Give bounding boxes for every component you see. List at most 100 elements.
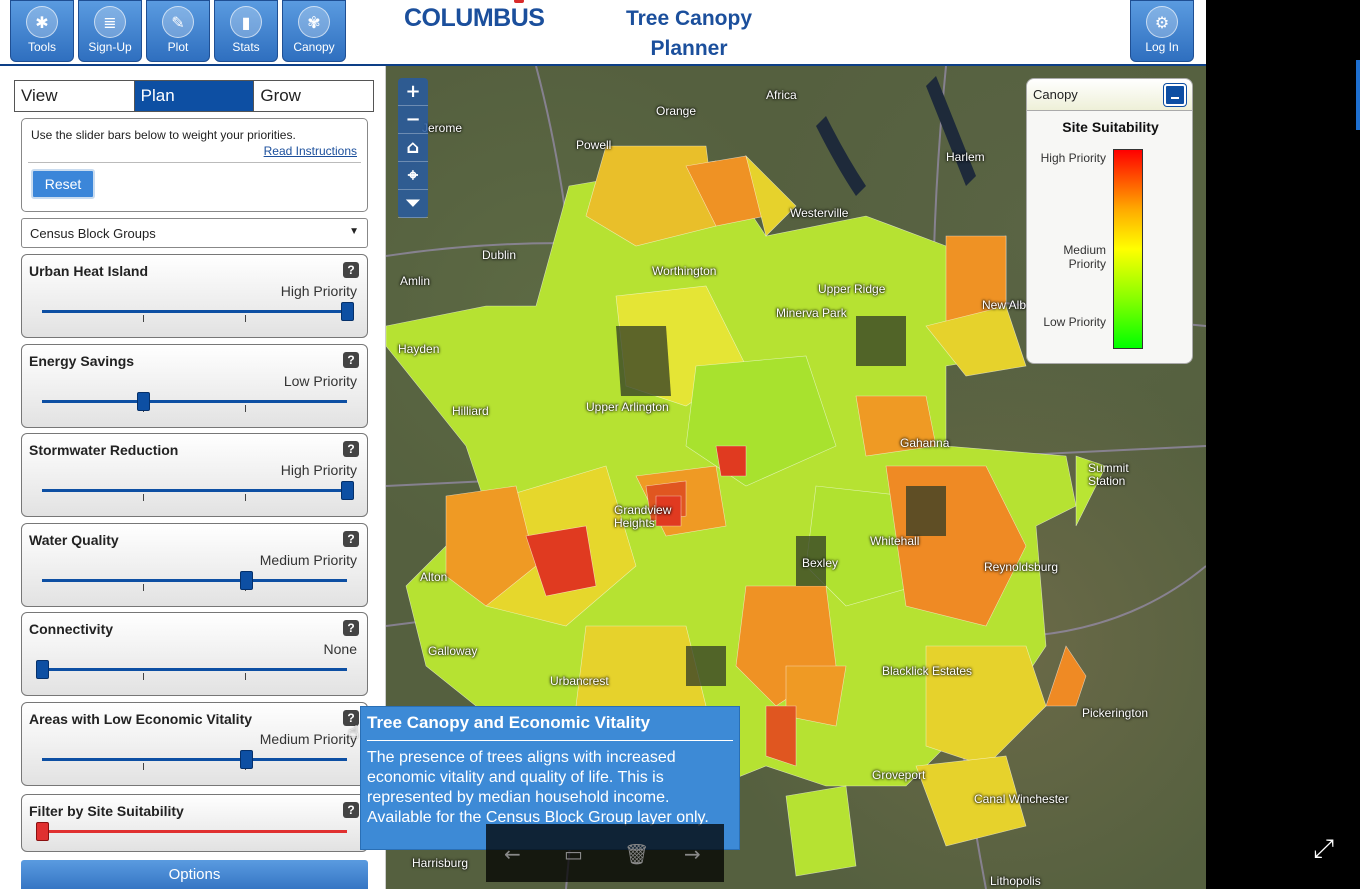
- slider-thumb[interactable]: [36, 660, 49, 679]
- legend-high-label: High Priority: [1040, 151, 1106, 165]
- slider-tick: [245, 494, 246, 501]
- help-icon[interactable]: ?: [343, 352, 359, 368]
- tree-icon: ✾: [298, 6, 330, 38]
- slider-track[interactable]: [42, 310, 347, 313]
- read-instructions-link[interactable]: Read Instructions: [263, 144, 357, 158]
- tab-plan[interactable]: Plan: [134, 81, 255, 111]
- help-icon[interactable]: ?: [343, 531, 359, 547]
- comment-icon[interactable]: ▭: [564, 842, 583, 866]
- legend-medium-label: Medium Priority: [1063, 243, 1106, 271]
- slider-title: Urban Heat Island: [29, 263, 149, 279]
- help-icon[interactable]: ?: [343, 620, 359, 636]
- place-label: Whitehall: [870, 534, 920, 548]
- slider-panel: Connectivity? None: [21, 612, 368, 696]
- legend-title: Canopy: [1033, 87, 1078, 102]
- back-arrow-icon[interactable]: ←: [504, 842, 521, 866]
- filter-track[interactable]: [42, 830, 347, 833]
- instructions-divider: [28, 162, 361, 163]
- layer-select-value: Census Block Groups: [30, 226, 156, 241]
- place-label: Harrisburg: [412, 856, 469, 870]
- help-icon[interactable]: ?: [343, 262, 359, 278]
- place-label: Galloway: [428, 644, 478, 658]
- slider-track[interactable]: [42, 489, 347, 492]
- slider-tick: [143, 315, 144, 322]
- filter-icon[interactable]: ⏷: [398, 190, 428, 218]
- place-label: Hayden: [398, 342, 440, 356]
- logo-part-1: COLUMB: [404, 4, 511, 32]
- slider-tick: [245, 673, 246, 680]
- place-label: Groveport: [872, 768, 926, 782]
- place-label: Jerome: [422, 121, 463, 135]
- slider-thumb[interactable]: [240, 571, 254, 590]
- tools-button[interactable]: ✱ Tools: [10, 0, 74, 62]
- trash-icon[interactable]: 🗑: [624, 842, 650, 866]
- legend-header: Canopy: [1027, 79, 1192, 111]
- filter-title: Filter by Site Suitability: [29, 803, 184, 819]
- layer-select[interactable]: Census Block Groups ▼: [21, 218, 368, 248]
- plot-label: Plot: [167, 40, 189, 54]
- canopy-label: Canopy: [293, 40, 335, 54]
- hand-cursor-icon: ☝: [348, 722, 359, 743]
- tab-bar: View Plan Grow: [14, 80, 374, 112]
- legend-gradient: [1113, 149, 1143, 349]
- map-controls: + − ⌂ ⌖ ⏷: [398, 78, 428, 218]
- stats-button[interactable]: ▮ Stats: [214, 0, 278, 62]
- slider-thumb[interactable]: [136, 392, 150, 411]
- slider-title: Energy Savings: [29, 353, 135, 369]
- priority-label: Medium Priority: [259, 552, 357, 568]
- slider-tick: [143, 584, 144, 591]
- place-label: Summit Station: [1088, 461, 1129, 488]
- log-in-button[interactable]: ⚙ Log In: [1130, 0, 1194, 62]
- slider-track[interactable]: [42, 400, 347, 403]
- slider-tick: [245, 405, 246, 412]
- place-label: Worthington: [652, 264, 717, 278]
- stats-label: Stats: [232, 40, 260, 54]
- clipboard-icon: ≣: [94, 6, 126, 38]
- map[interactable]: Orange Africa Powell Harlem Westerville …: [386, 66, 1206, 889]
- forward-arrow-icon[interactable]: →: [684, 842, 701, 866]
- help-icon[interactable]: ?: [343, 802, 359, 818]
- legend-subtitle: Site Suitability: [1062, 119, 1159, 135]
- logo-part-2: U: [510, 4, 529, 32]
- app-title-line-1: Tree Canopy: [625, 7, 753, 30]
- locate-icon[interactable]: ⌖: [398, 162, 428, 190]
- place-label: Harlem: [946, 150, 985, 164]
- tab-view[interactable]: View: [15, 81, 135, 111]
- map-nav-toolbar: ← ▭ 🗑 →: [486, 824, 724, 882]
- place-label: Urbancrest: [550, 674, 609, 688]
- gear-icon: ⚙: [1146, 6, 1178, 38]
- place-label: Westerville: [790, 206, 849, 220]
- zoom-out-button[interactable]: −: [398, 106, 428, 134]
- wrench-icon: ✱: [26, 6, 58, 38]
- zoom-in-button[interactable]: +: [398, 78, 428, 106]
- slider-thumb[interactable]: [341, 302, 354, 321]
- app-window: ✱ Tools ≣ Sign-Up ✎ Plot ▮ Stats ✾ Canop…: [0, 0, 1206, 889]
- place-label: Powell: [576, 138, 612, 152]
- slider-thumb[interactable]: [341, 481, 354, 500]
- place-label: Africa: [766, 88, 797, 102]
- filter-thumb[interactable]: [36, 822, 49, 841]
- expand-icon[interactable]: ⤢: [1313, 834, 1334, 864]
- reset-button[interactable]: Reset: [31, 169, 95, 199]
- slider-track[interactable]: [42, 668, 347, 671]
- home-icon[interactable]: ⌂: [398, 134, 428, 162]
- plot-button[interactable]: ✎ Plot: [146, 0, 210, 62]
- help-icon[interactable]: ?: [343, 441, 359, 457]
- slider-title: Water Quality: [29, 532, 119, 548]
- tab-grow[interactable]: Grow: [260, 86, 301, 105]
- slider-track[interactable]: [42, 579, 347, 582]
- minimize-icon[interactable]: [1164, 84, 1186, 106]
- place-label: Alton: [420, 570, 448, 584]
- instructions-text: Use the slider bars below to weight your…: [31, 128, 296, 142]
- place-label: Reynoldsburg: [984, 560, 1059, 574]
- place-label: Blacklick Estates: [882, 664, 973, 678]
- slider-tick: [245, 315, 246, 322]
- help-icon[interactable]: ?: [343, 710, 359, 726]
- priority-label: High Priority: [280, 283, 357, 299]
- canopy-button[interactable]: ✾ Canopy: [282, 0, 346, 62]
- sign-up-button[interactable]: ≣ Sign-Up: [78, 0, 142, 62]
- slider-track[interactable]: [42, 758, 347, 761]
- options-button[interactable]: Options: [21, 860, 368, 889]
- priority-label: Medium Priority: [259, 731, 357, 747]
- slider-thumb[interactable]: [240, 750, 254, 769]
